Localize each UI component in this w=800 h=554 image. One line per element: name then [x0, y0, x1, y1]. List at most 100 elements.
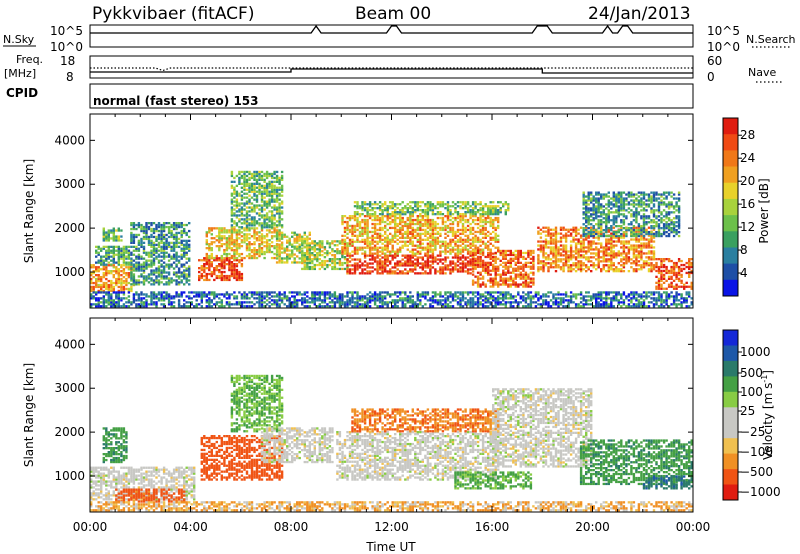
heatmap-cell	[519, 273, 522, 276]
heatmap-cell	[677, 211, 681, 214]
heatmap-cell	[672, 231, 676, 234]
heatmap-cell	[253, 206, 256, 209]
heatmap-cell	[303, 252, 306, 255]
heatmap-cell	[630, 203, 633, 206]
heatmap-cell	[376, 203, 379, 206]
heatmap-cell	[564, 264, 568, 267]
heatmap-cell	[373, 240, 377, 243]
heatmap-cell	[444, 268, 447, 271]
heatmap-cell	[142, 237, 146, 241]
heatmap-cell	[301, 242, 304, 245]
heatmap-cell	[494, 209, 497, 212]
heatmap-cell	[635, 262, 638, 265]
heatmap-cell	[122, 255, 126, 258]
heatmap-cell	[469, 244, 472, 247]
heatmap-cell	[157, 245, 161, 248]
heatmap-cell	[499, 277, 502, 280]
heatmap-cell	[484, 246, 487, 249]
heatmap-cell	[92, 285, 95, 289]
heatmap-cell	[263, 256, 266, 260]
heatmap-cell	[622, 240, 626, 243]
heatmap-cell	[667, 207, 671, 210]
heatmap-cell	[431, 228, 435, 232]
heatmap-cell	[562, 266, 565, 269]
heatmap-cell	[409, 211, 412, 214]
heatmap-cell	[225, 274, 229, 278]
heatmap-cell	[585, 219, 588, 222]
heatmap-cell	[605, 248, 608, 251]
heatmap-cell	[296, 249, 299, 252]
heatmap-cell	[424, 254, 427, 257]
heatmap-cell	[147, 281, 151, 284]
heatmap-cell	[429, 203, 432, 206]
heatmap-cell	[461, 213, 465, 216]
heatmap-cell	[652, 191, 656, 194]
heatmap-cell	[494, 207, 497, 210]
heatmap-cell	[220, 237, 223, 240]
heatmap-cell	[394, 228, 397, 232]
heatmap-cell	[90, 287, 93, 291]
heatmap-cell	[399, 213, 402, 216]
heatmap-cell	[597, 266, 600, 269]
heatmap-cell	[167, 235, 171, 239]
heatmap-cell	[439, 201, 442, 204]
heatmap-cell	[610, 260, 613, 263]
heatmap-cell	[301, 237, 304, 240]
heatmap-cell	[278, 254, 281, 258]
heatmap-cell	[275, 178, 279, 181]
heatmap-cell	[406, 218, 409, 222]
heatmap-cell	[549, 232, 553, 235]
heatmap-cell	[97, 289, 100, 293]
heatmap-cell	[657, 277, 661, 280]
heatmap-cell	[615, 215, 618, 218]
heatmap-cell	[672, 227, 676, 230]
heatmap-cell	[552, 238, 555, 241]
heatmap-cell	[115, 245, 118, 248]
heatmap-cell	[145, 251, 148, 254]
heatmap-cell	[338, 261, 342, 265]
heatmap-cell	[635, 219, 638, 222]
heatmap-cell	[660, 213, 663, 216]
heatmap-cell	[275, 206, 279, 209]
heatmap-cell	[145, 275, 148, 278]
heatmap-cell	[368, 248, 372, 251]
heatmap-cell	[311, 267, 314, 271]
heatmap-cell	[657, 227, 661, 230]
heatmap-cell	[368, 270, 372, 273]
heatmap-cell	[431, 222, 435, 226]
heatmap-cell	[150, 261, 153, 264]
heatmap-cell	[444, 252, 447, 255]
heatmap-cell	[253, 170, 256, 174]
heatmap-cell	[107, 245, 110, 248]
heatmap-cell	[562, 264, 565, 267]
heatmap-cell	[270, 231, 274, 234]
heatmap-cell	[429, 218, 432, 222]
heatmap-cell	[253, 192, 256, 195]
heatmap-cell	[170, 245, 173, 248]
heatmap-cell	[117, 253, 120, 256]
heatmap-cell	[278, 216, 281, 219]
heatmap-cell	[371, 270, 374, 273]
heatmap-cell	[396, 264, 399, 267]
heatmap-cell	[303, 265, 306, 269]
heatmap-cell	[389, 220, 392, 224]
heatmap-cell	[492, 279, 495, 282]
heatmap-cell	[95, 245, 98, 248]
heatmap-cell	[122, 261, 126, 264]
heatmap-cell	[363, 238, 367, 241]
heatmap-cell	[280, 231, 284, 234]
heatmap-cell	[238, 202, 241, 205]
heatmap-cell	[162, 275, 166, 278]
heatmap-cell	[424, 266, 427, 269]
heatmap-cell	[456, 258, 460, 261]
heatmap-cell	[434, 226, 437, 230]
heatmap-cell	[627, 207, 631, 210]
heatmap-cell	[97, 279, 100, 283]
heatmap-cell	[439, 228, 442, 232]
heatmap-cell	[253, 254, 256, 258]
heatmap-cell	[595, 207, 598, 210]
heatmap-cell	[554, 238, 558, 241]
heatmap-cell	[338, 267, 342, 271]
heatmap-cell	[160, 241, 163, 244]
heatmap-cell	[220, 259, 223, 262]
